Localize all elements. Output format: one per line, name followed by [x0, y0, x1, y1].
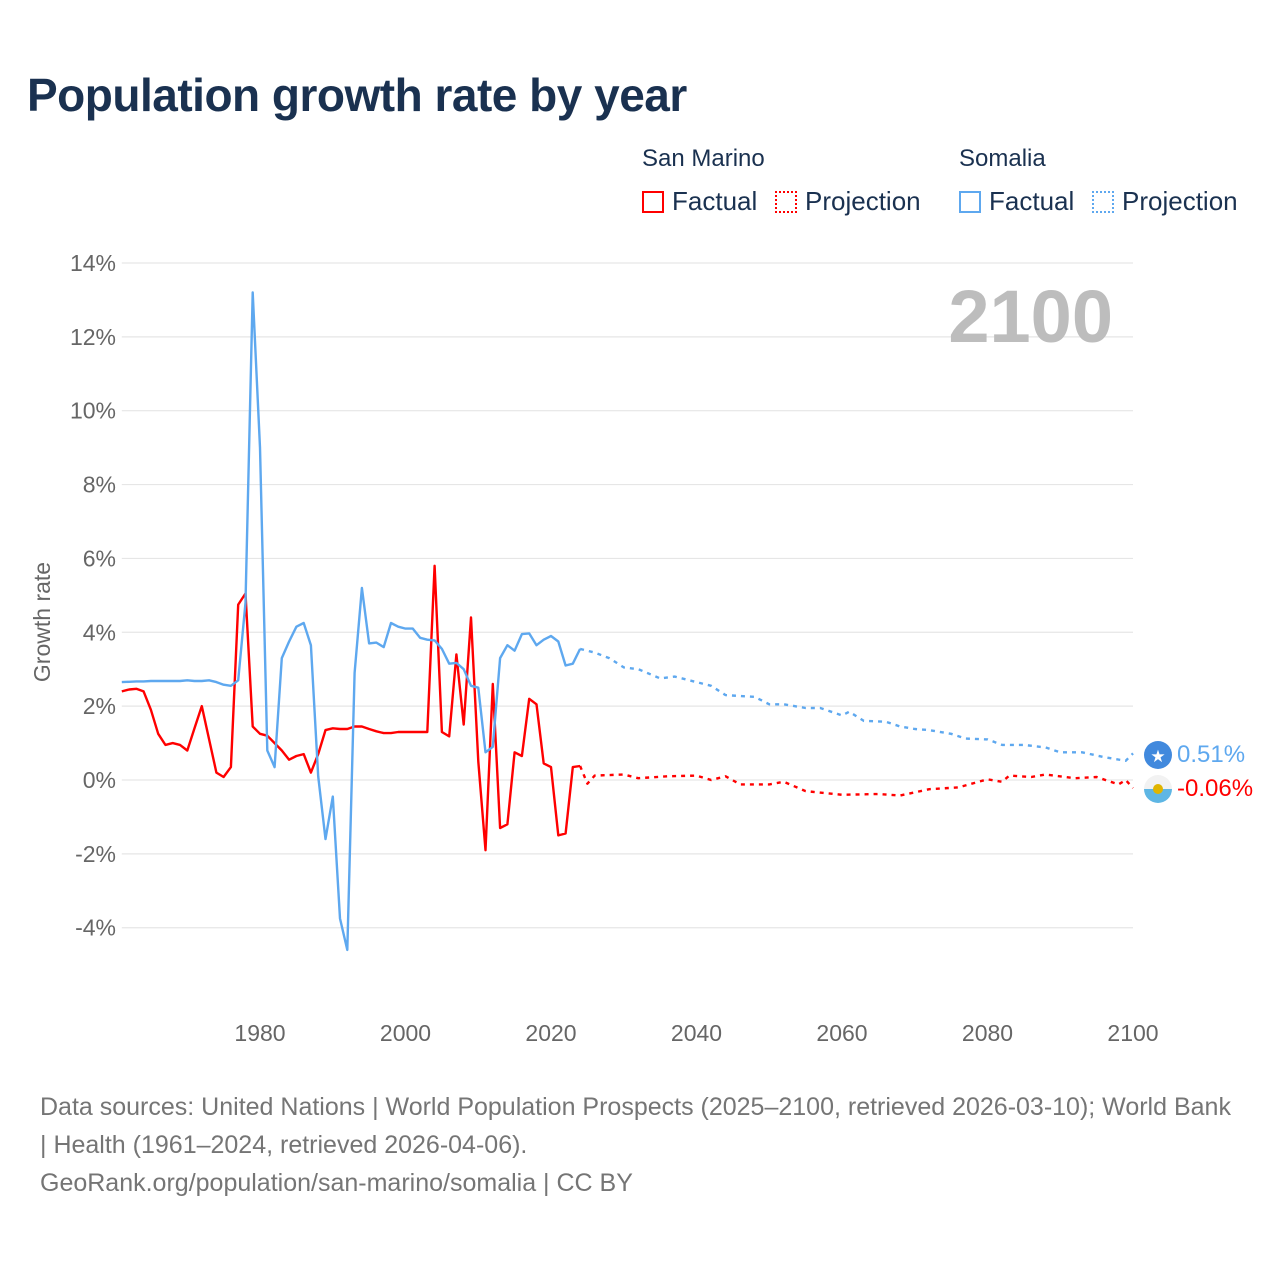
x-tick-label: 2100 [1107, 1020, 1158, 1046]
y-tick-label: 12% [70, 324, 116, 350]
series-line-san-marino-projection [578, 765, 1134, 797]
y-axis-label: Growth rate [29, 562, 55, 682]
y-tick-label: 14% [70, 250, 116, 276]
y-tick-label: 8% [83, 472, 116, 498]
y-tick-label: 0% [83, 767, 116, 793]
legend-label: Factual [672, 186, 758, 216]
footer: Data sources: United Nations | World Pop… [40, 1088, 1240, 1202]
y-tick-label: -2% [75, 841, 116, 867]
x-tick-label: 2040 [671, 1020, 722, 1046]
legend-label: Factual [989, 186, 1075, 216]
san-marino-flag-marker [1144, 775, 1172, 803]
legend-somalia-projection[interactable]: Projection [1092, 186, 1238, 217]
legend-group-san-marino: San Marino [642, 145, 765, 172]
y-tick-label: 2% [83, 693, 116, 719]
legend-san-marino-factual[interactable]: Factual [642, 186, 757, 217]
series-line-somalia-factual [121, 291, 582, 952]
x-tick-label: 1980 [234, 1020, 285, 1046]
emblem-icon [1153, 784, 1163, 794]
x-tick-label: 2060 [816, 1020, 867, 1046]
legend-label: Projection [1122, 186, 1238, 216]
legend-somalia-factual[interactable]: Factual [959, 186, 1074, 217]
legend-swatch-solid-icon [959, 190, 981, 213]
legend-label: Projection [805, 186, 921, 216]
series-line-san-marino-factual [121, 564, 581, 852]
attribution-link[interactable]: GeoRank.org/population/san-marino/somali… [40, 1169, 633, 1197]
san-marino-end-label: -0.06% [1177, 775, 1253, 802]
star-icon: ★ [1150, 747, 1165, 766]
data-sources: Data sources: United Nations | World Pop… [40, 1093, 1231, 1159]
legend-san-marino-projection[interactable]: Projection [775, 186, 921, 217]
legend-swatch-dotted-icon [775, 190, 797, 213]
legend-swatch-solid-icon [642, 190, 664, 213]
series-line-somalia-projection [579, 647, 1134, 762]
legend-group-somalia: Somalia [959, 145, 1046, 172]
x-tick-label: 2020 [525, 1020, 576, 1046]
page-title: Population growth rate by year [27, 69, 687, 121]
y-tick-label: 6% [83, 545, 116, 571]
y-tick-label: -4% [75, 915, 116, 941]
legend-swatch-dotted-icon [1092, 190, 1114, 213]
somalia-end-label: 0.51% [1177, 741, 1245, 768]
y-tick-label: 10% [70, 398, 116, 424]
x-tick-label: 2080 [962, 1020, 1013, 1046]
somalia-flag-marker: ★ [1144, 741, 1172, 769]
year-watermark: 2100 [948, 275, 1113, 358]
x-tick-label: 2000 [380, 1020, 431, 1046]
y-tick-label: 4% [83, 619, 116, 645]
